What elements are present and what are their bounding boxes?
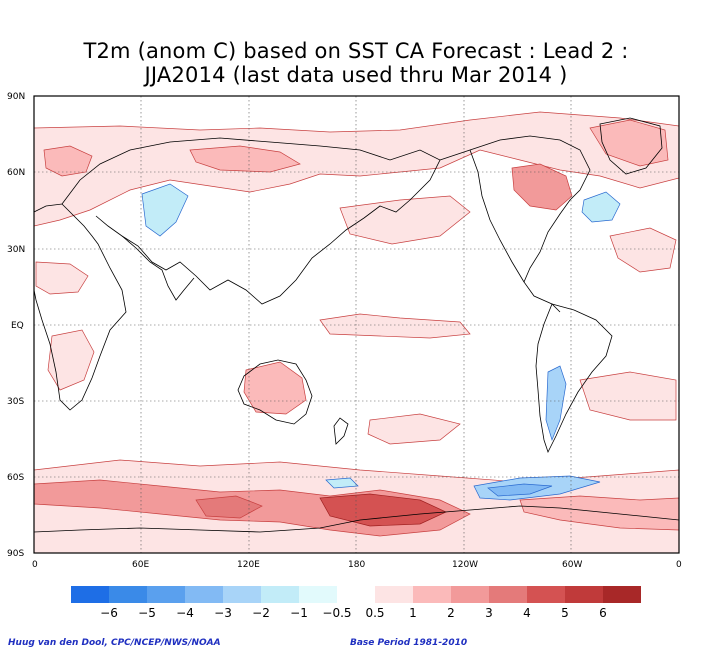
coastline-australia (237, 359, 313, 425)
legend-tick-label: 5 (561, 606, 569, 620)
warm-region-tropical-pacific (319, 313, 471, 339)
lon-label: 180 (348, 560, 365, 570)
coastline-africa-europe (34, 203, 127, 411)
legend-swatch (337, 586, 375, 603)
legend-swatch (299, 586, 337, 603)
warm-region-siberia (189, 145, 301, 173)
map-title-line-2: JJA2014 (last data used thru Mar 2014 ) (144, 63, 568, 87)
cold-region-amundsen-core (487, 483, 553, 497)
legend-tick-label: 2 (447, 606, 455, 620)
legend-tick-label: −2 (252, 606, 270, 620)
lat-label: 30N (7, 245, 25, 255)
coastline-eurasia (61, 137, 441, 305)
lon-label: 60W (562, 560, 582, 570)
coastline-south-america (535, 303, 613, 454)
map-title-line-1: T2m (anom C) based on SST CA Forecast : … (83, 39, 629, 63)
legend-swatch (375, 586, 413, 603)
map-frame (33, 95, 680, 554)
lon-label: 0 (676, 560, 682, 570)
color-legend (71, 586, 641, 603)
coastline-arabia-india (121, 235, 195, 301)
lon-axis-labels: 0 60E 120E 180 120W 60W 0 (32, 560, 682, 570)
legend-swatch (527, 586, 565, 603)
lat-label: 60N (7, 168, 25, 178)
warm-region-east-atlantic (609, 227, 677, 273)
credit-author: Huug van den Dool, CPC/NCEP/NWS/NOAA (8, 638, 221, 648)
warm-region-antarctic-4 (519, 495, 679, 531)
coastline-north-america (439, 135, 591, 313)
legend-tick-label: 1 (409, 606, 417, 620)
cold-region-central-asia (141, 183, 189, 237)
legend-swatch (603, 586, 641, 603)
legend-swatch (223, 586, 261, 603)
warm-region-south-pacific (367, 413, 461, 445)
legend-tick-label: −0.5 (322, 606, 351, 620)
lat-label: 30S (7, 397, 24, 407)
cold-region-south-america (545, 365, 567, 442)
warm-region-arctic (34, 111, 679, 227)
warm-region-africa (35, 261, 89, 295)
coastline-greenland (599, 117, 663, 175)
warm-region-south-africa (47, 329, 95, 391)
lat-label: EQ (11, 321, 24, 331)
coastline-antarctica (34, 505, 679, 533)
lat-axis-labels: 90N 60N 30N EQ 30S 60S 90S (7, 92, 25, 559)
legend-swatch (147, 586, 185, 603)
lat-label: 90S (7, 549, 24, 559)
legend-swatch (261, 586, 299, 603)
legend-tick-label: −4 (176, 606, 194, 620)
legend-swatch (71, 586, 109, 603)
lat-label: 60S (7, 473, 24, 483)
credit-base-period: Base Period 1981-2010 (350, 638, 468, 648)
legend-tick-label: −1 (290, 606, 308, 620)
legend-swatch (109, 586, 147, 603)
legend-tick-label: −5 (138, 606, 156, 620)
legend-swatch (489, 586, 527, 603)
legend-swatch (565, 586, 603, 603)
warm-region-antarctic-2 (319, 493, 447, 527)
legend-tick-label: 3 (485, 606, 493, 620)
map-gridlines (34, 96, 679, 553)
legend-swatch (413, 586, 451, 603)
legend-tick-label: −3 (214, 606, 232, 620)
lon-label: 60E (132, 560, 149, 570)
cold-region-north-atlantic (581, 191, 621, 223)
warm-region-north-pacific (339, 195, 471, 245)
coastline-north-america-west (469, 149, 525, 283)
lon-label: 0 (32, 560, 38, 570)
coastline-new-zealand (333, 417, 349, 445)
warm-region-south-atlantic (579, 371, 677, 421)
legend-tick-label: 6 (599, 606, 607, 620)
cold-region-southern-ocean-small (325, 477, 359, 489)
legend-swatch (185, 586, 223, 603)
lon-label: 120W (452, 560, 478, 570)
legend-tick-label: 4 (523, 606, 531, 620)
legend-tick-label: 0.5 (365, 606, 384, 620)
legend-swatch (451, 586, 489, 603)
color-legend-labels: −6 −5 −4 −3 −2 −1 −0.5 0.5 1 2 3 4 5 6 (100, 606, 607, 620)
lon-label: 120E (237, 560, 260, 570)
legend-tick-label: −6 (100, 606, 118, 620)
warm-region-greenland (589, 119, 669, 167)
warm-region-canada (511, 163, 573, 211)
warm-region-antarctic-3 (195, 495, 263, 519)
coastlines (34, 117, 679, 533)
lat-label: 90N (7, 92, 25, 102)
anomaly-shading (34, 111, 679, 553)
